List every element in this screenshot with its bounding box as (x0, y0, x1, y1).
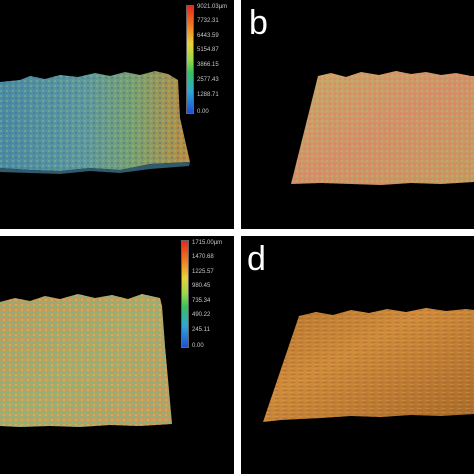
colorbar-c-tick: 245.11 (192, 327, 210, 333)
colorbar-c (181, 240, 189, 348)
panel-a-surface-map: 9021.03µm 7732.31 6443.59 5154.87 3866.1… (0, 0, 234, 229)
colorbar-c-tick: 1470.68 (192, 254, 214, 260)
panel-b-surface-map: b (241, 0, 474, 229)
surface-a-render (0, 71, 190, 174)
colorbar-a-tick: 6443.59 (197, 33, 219, 39)
colorbar-c-tick: 1225.57 (192, 269, 214, 275)
colorbar-c-tick: 0.00 (192, 343, 204, 349)
panel-d-surface-map: d (241, 236, 474, 474)
colorbar-c-tick: 1715.00µm (192, 240, 223, 246)
colorbar-c-tick: 980.45 (192, 283, 211, 289)
surface-d-render (263, 308, 474, 422)
colorbar-c-tick: 735.34 (192, 298, 211, 304)
panel-c-surface-map: 1715.00µm 1470.68 1225.57 980.45 735.34 … (0, 236, 234, 474)
colorbar-a-tick: 3866.15 (197, 62, 219, 68)
colorbar-a-tick: 0.00 (197, 109, 209, 115)
panel-letter-b: b (249, 4, 268, 42)
surface-c-render (0, 294, 172, 427)
colorbar-a-tick: 7732.31 (197, 18, 219, 24)
colorbar-a-tick: 5154.87 (197, 47, 219, 53)
colorbar-a-tick: 1288.71 (197, 92, 219, 98)
colorbar-c-tick: 490.22 (192, 312, 211, 318)
colorbar-a (186, 5, 194, 114)
colorbar-a-tick: 9021.03µm (197, 4, 228, 10)
colorbar-a-tick: 2577.43 (197, 77, 219, 83)
surface-b-render (291, 71, 474, 185)
panel-letter-d: d (247, 240, 266, 278)
